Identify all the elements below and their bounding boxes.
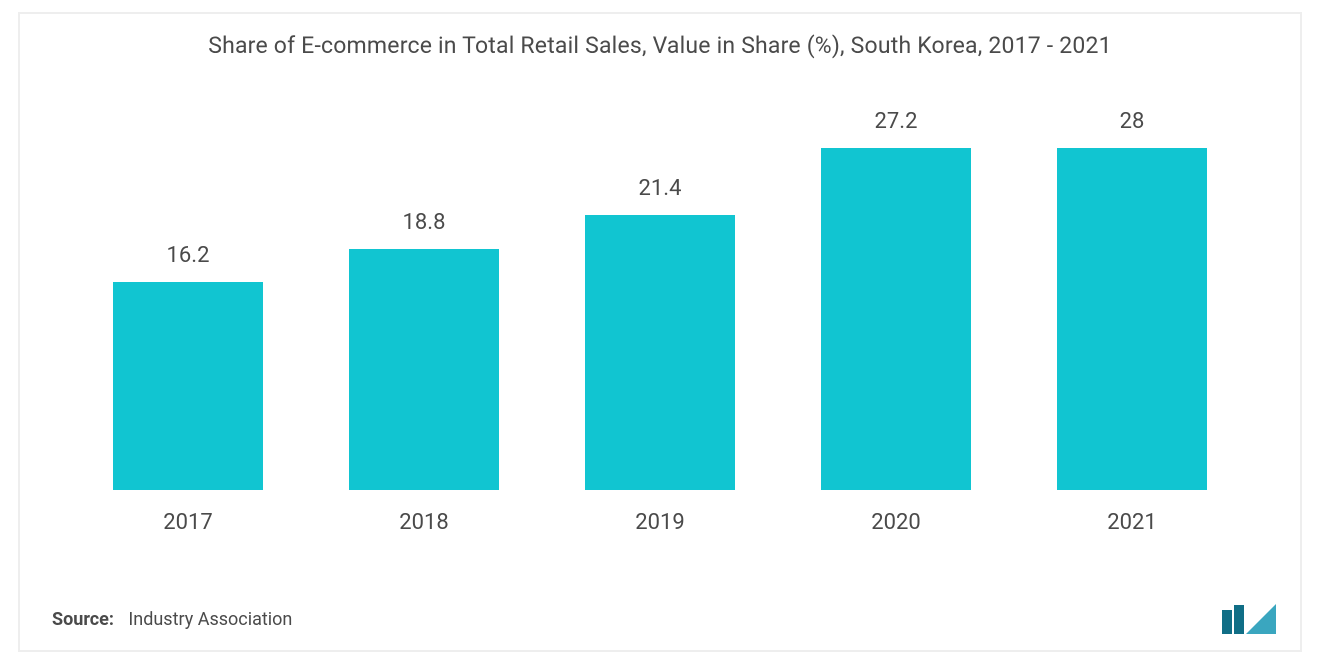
- bar-value-label: 28: [1120, 109, 1145, 134]
- bar-rect: [821, 148, 971, 490]
- x-axis-label: 2020: [778, 510, 1014, 535]
- bar-value-label: 27.2: [875, 109, 918, 134]
- bar-rect: [1057, 148, 1207, 490]
- source-text: Industry Association: [128, 609, 292, 630]
- brand-logo: [1220, 602, 1278, 636]
- x-axis-label: 2019: [542, 510, 778, 535]
- plot-area: 16.2 18.8 21.4 27.2 28: [70, 109, 1250, 490]
- chart-title: Share of E-commerce in Total Retail Sale…: [20, 14, 1300, 59]
- bar-slot: 16.2: [70, 109, 306, 490]
- bar-value-label: 21.4: [639, 176, 682, 201]
- bar-slot: 27.2: [778, 109, 1014, 490]
- bar-slot: 21.4: [542, 109, 778, 490]
- bar-slot: 18.8: [306, 109, 542, 490]
- x-axis-label: 2017: [70, 510, 306, 535]
- bar-value-label: 18.8: [403, 210, 446, 235]
- bar-rect: [585, 215, 735, 490]
- bar-rect: [349, 249, 499, 490]
- source-line: Source: Industry Association: [52, 609, 292, 630]
- x-axis-label: 2021: [1014, 510, 1250, 535]
- bars-row: 16.2 18.8 21.4 27.2 28: [70, 109, 1250, 490]
- x-axis-labels: 20172018201920202021: [70, 510, 1250, 535]
- bar-value-label: 16.2: [167, 243, 210, 268]
- bar-rect: [113, 282, 263, 490]
- x-axis-label: 2018: [306, 510, 542, 535]
- chart-frame: Share of E-commerce in Total Retail Sale…: [18, 12, 1302, 652]
- source-label: Source:: [52, 609, 114, 630]
- bar-slot: 28: [1014, 109, 1250, 490]
